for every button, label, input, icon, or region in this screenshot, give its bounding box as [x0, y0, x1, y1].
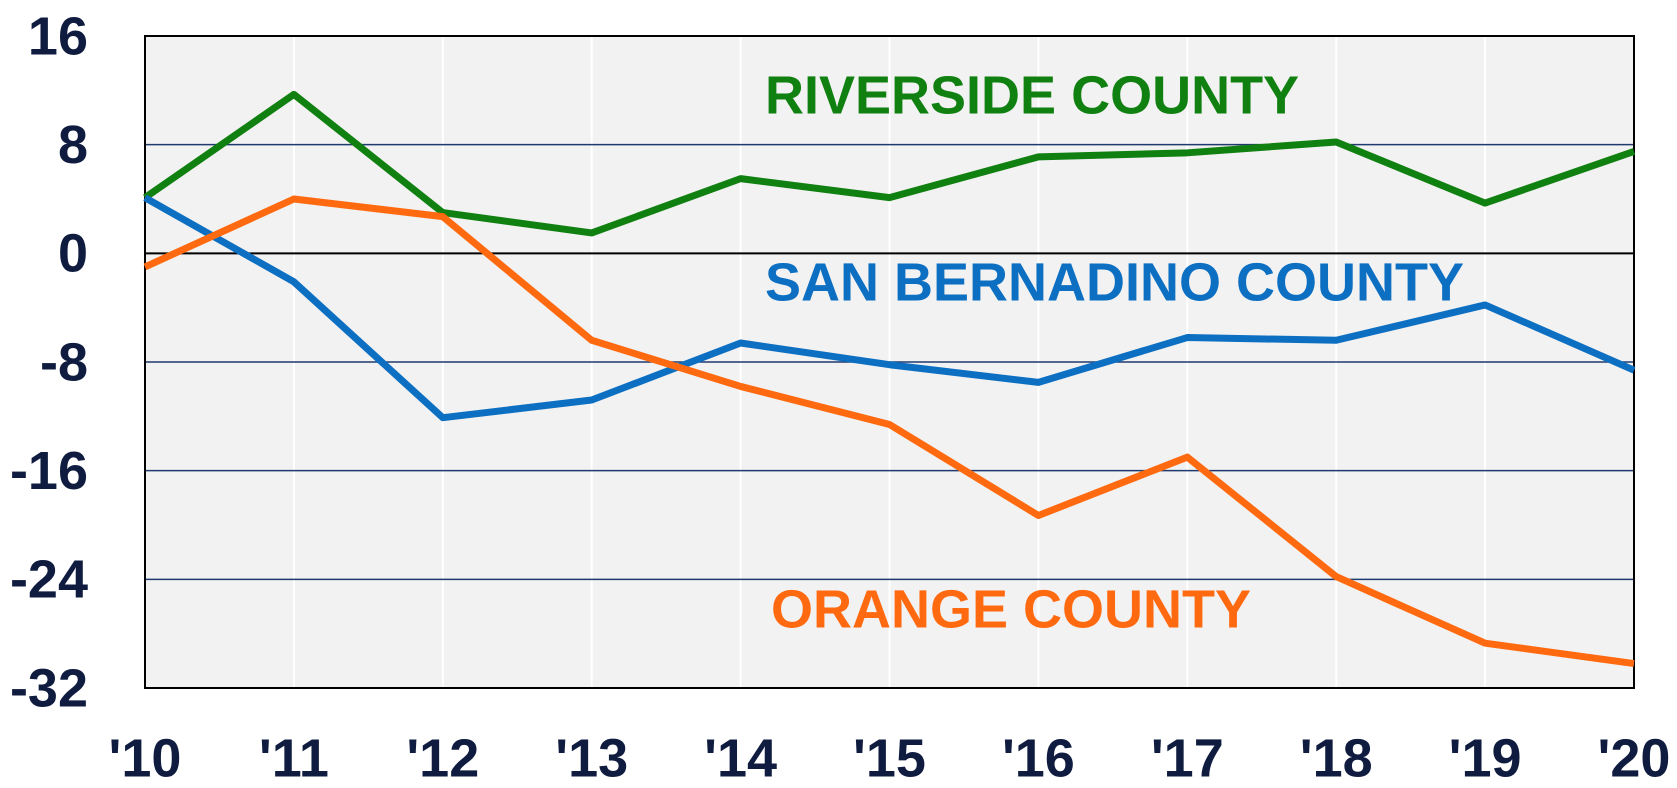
series-line [143, 194, 1636, 422]
series-line [143, 90, 1636, 237]
x-tick-label: '14 [704, 728, 777, 788]
plot-border [144, 35, 1635, 689]
y-tick-label: -24 [10, 550, 88, 610]
y-tick-label: 8 [58, 115, 88, 175]
x-tick-label: '20 [1598, 728, 1671, 788]
x-tick-label: '11 [259, 728, 329, 788]
y-tick-label: -8 [40, 332, 88, 392]
x-tick-label: '19 [1449, 728, 1522, 788]
y-tick-label: 16 [28, 6, 88, 66]
x-tick-label: '10 [109, 728, 182, 788]
x-tick-label: '18 [1300, 728, 1373, 788]
y-tick-label: -32 [10, 658, 88, 718]
x-tick-label: '16 [1002, 728, 1075, 788]
x-tick-label: '17 [1151, 728, 1224, 788]
x-tick-label: '15 [853, 728, 926, 788]
y-tick-label: 0 [58, 224, 88, 284]
y-tick-label: -16 [10, 441, 88, 501]
series-label: ORANGE COUNTY [771, 579, 1251, 639]
series-label: RIVERSIDE COUNTY [765, 65, 1299, 125]
series-line [143, 195, 1635, 668]
x-tick-label: '12 [406, 728, 479, 788]
series-label: SAN BERNADINO COUNTY [765, 252, 1464, 312]
x-tick-label: '13 [555, 728, 628, 788]
